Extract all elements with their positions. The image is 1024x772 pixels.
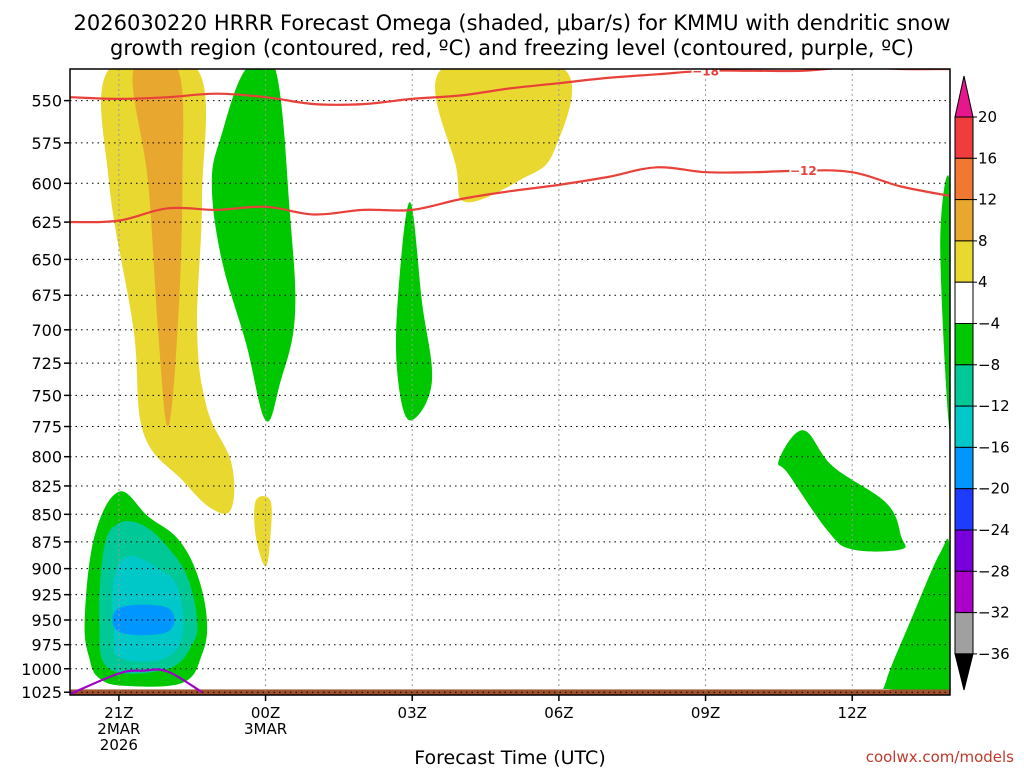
y-tick-label: 725 bbox=[31, 354, 62, 373]
y-tick-label: 1025 bbox=[21, 683, 62, 702]
colorbar-swatch bbox=[954, 612, 974, 655]
omega-pos-yellow-mid bbox=[435, 69, 573, 203]
y-tick-label: 625 bbox=[31, 213, 62, 232]
x-tick-label: 12Z bbox=[838, 704, 867, 722]
colorbar-swatch bbox=[954, 199, 974, 242]
colorbar-swatch bbox=[954, 323, 974, 366]
dgz-lower-label-bg bbox=[789, 162, 818, 178]
y-tick-label: 700 bbox=[31, 321, 62, 340]
y-tick-label: 900 bbox=[31, 560, 62, 579]
colorbar-swatch bbox=[954, 405, 974, 448]
x-tick-label: 2026 bbox=[100, 736, 138, 754]
colorbar-bottom-arrow bbox=[954, 653, 974, 691]
y-tick-label: 675 bbox=[31, 286, 62, 305]
colorbar-label: 12 bbox=[978, 191, 997, 209]
y-tick-label: 975 bbox=[31, 636, 62, 655]
watermark: coolwx.com/models bbox=[866, 748, 1014, 766]
x-tick-label: 06Z bbox=[544, 704, 573, 722]
colorbar-label: −12 bbox=[978, 397, 1010, 415]
colorbar-label: 4 bbox=[978, 273, 988, 291]
gridlines bbox=[70, 69, 950, 695]
y-tick-label: 800 bbox=[31, 448, 62, 467]
y-tick-label: 850 bbox=[31, 505, 62, 524]
y-tick-label: 925 bbox=[31, 586, 62, 605]
y-tick-label: 775 bbox=[31, 418, 62, 437]
colorbar-label: −20 bbox=[978, 480, 1010, 498]
y-tick-label: 750 bbox=[31, 386, 62, 405]
y-tick-label: 1000 bbox=[21, 660, 62, 679]
colorbar-swatch bbox=[954, 488, 974, 531]
colorbar-swatch bbox=[954, 570, 974, 614]
x-tick-label: 09Z bbox=[691, 704, 720, 722]
colorbar-label: −4 bbox=[978, 315, 1000, 333]
x-axis-label: Forecast Time (UTC) bbox=[414, 747, 605, 768]
y-tick-label: 650 bbox=[31, 250, 62, 269]
colorbar-swatch bbox=[954, 116, 974, 159]
omega-neg-blue-bl bbox=[112, 604, 175, 636]
x-tick-label: 3MAR bbox=[244, 720, 287, 738]
x-tick-label: 21Z bbox=[104, 704, 133, 722]
x-tick-label: 00Z bbox=[251, 704, 280, 722]
colorbar-swatch bbox=[954, 240, 974, 283]
dgz-upper-line bbox=[70, 69, 950, 106]
omega-neg-green-c bbox=[778, 430, 906, 552]
colorbar-label: −32 bbox=[978, 604, 1010, 622]
plot-frame bbox=[69, 68, 951, 696]
colorbar-label: 16 bbox=[978, 149, 997, 167]
omega-pos-yellow-small bbox=[254, 496, 272, 567]
colorbar-label: 20 bbox=[978, 108, 997, 126]
y-tick-label: 950 bbox=[31, 611, 62, 630]
y-axis-ticks: 550 575 600 625 650 675 700 725 750 775 800 825 850 8… bbox=[21, 92, 70, 702]
omega-neg-green-d bbox=[883, 538, 950, 695]
omega-shading bbox=[84, 69, 950, 695]
colorbar-label: −36 bbox=[978, 645, 1010, 663]
colorbar-swatch bbox=[954, 281, 974, 325]
y-tick-label: 875 bbox=[31, 533, 62, 552]
omega-neg-green-a bbox=[211, 69, 296, 422]
colorbar-label: −24 bbox=[978, 521, 1010, 539]
x-tick-label: 03Z bbox=[398, 704, 427, 722]
colorbar-swatch bbox=[954, 157, 974, 201]
colorbar-label: −28 bbox=[978, 562, 1010, 580]
colorbar-swatch bbox=[954, 446, 974, 490]
y-tick-label: 550 bbox=[31, 92, 62, 111]
freezing-level-line bbox=[70, 668, 203, 695]
colorbar-label: −16 bbox=[978, 438, 1010, 456]
dgz-upper-label: −18 bbox=[692, 64, 719, 78]
chart-title-line-1: 2026030220 HRRR Forecast Omega (shaded, … bbox=[74, 11, 951, 35]
temperature-contours: −18 −12 bbox=[70, 64, 950, 695]
colorbar-label: −8 bbox=[978, 356, 1000, 374]
y-tick-label: 600 bbox=[31, 174, 62, 193]
chart-title-line-2: growth region (contoured, red, ºC) and f… bbox=[110, 36, 914, 60]
colorbar: 20 16 12 8 4 −4 −8 −12 −16 −20 −24 −28 −32 −36 bbox=[954, 75, 1010, 691]
omega-neg-green-b bbox=[395, 202, 433, 421]
omega-pos-orange-left bbox=[132, 69, 184, 427]
colorbar-swatch bbox=[954, 529, 974, 572]
omega-neg-green-e bbox=[940, 175, 950, 431]
dgz-upper-label-bg bbox=[691, 69, 720, 78]
x-tick-label: 2MAR bbox=[97, 720, 140, 738]
y-tick-label: 825 bbox=[31, 477, 62, 496]
colorbar-swatch bbox=[954, 364, 974, 407]
colorbar-label: 8 bbox=[978, 232, 988, 250]
dgz-lower-label: −12 bbox=[790, 164, 817, 178]
colorbar-top-arrow bbox=[954, 75, 974, 118]
y-tick-label: 575 bbox=[31, 134, 62, 153]
